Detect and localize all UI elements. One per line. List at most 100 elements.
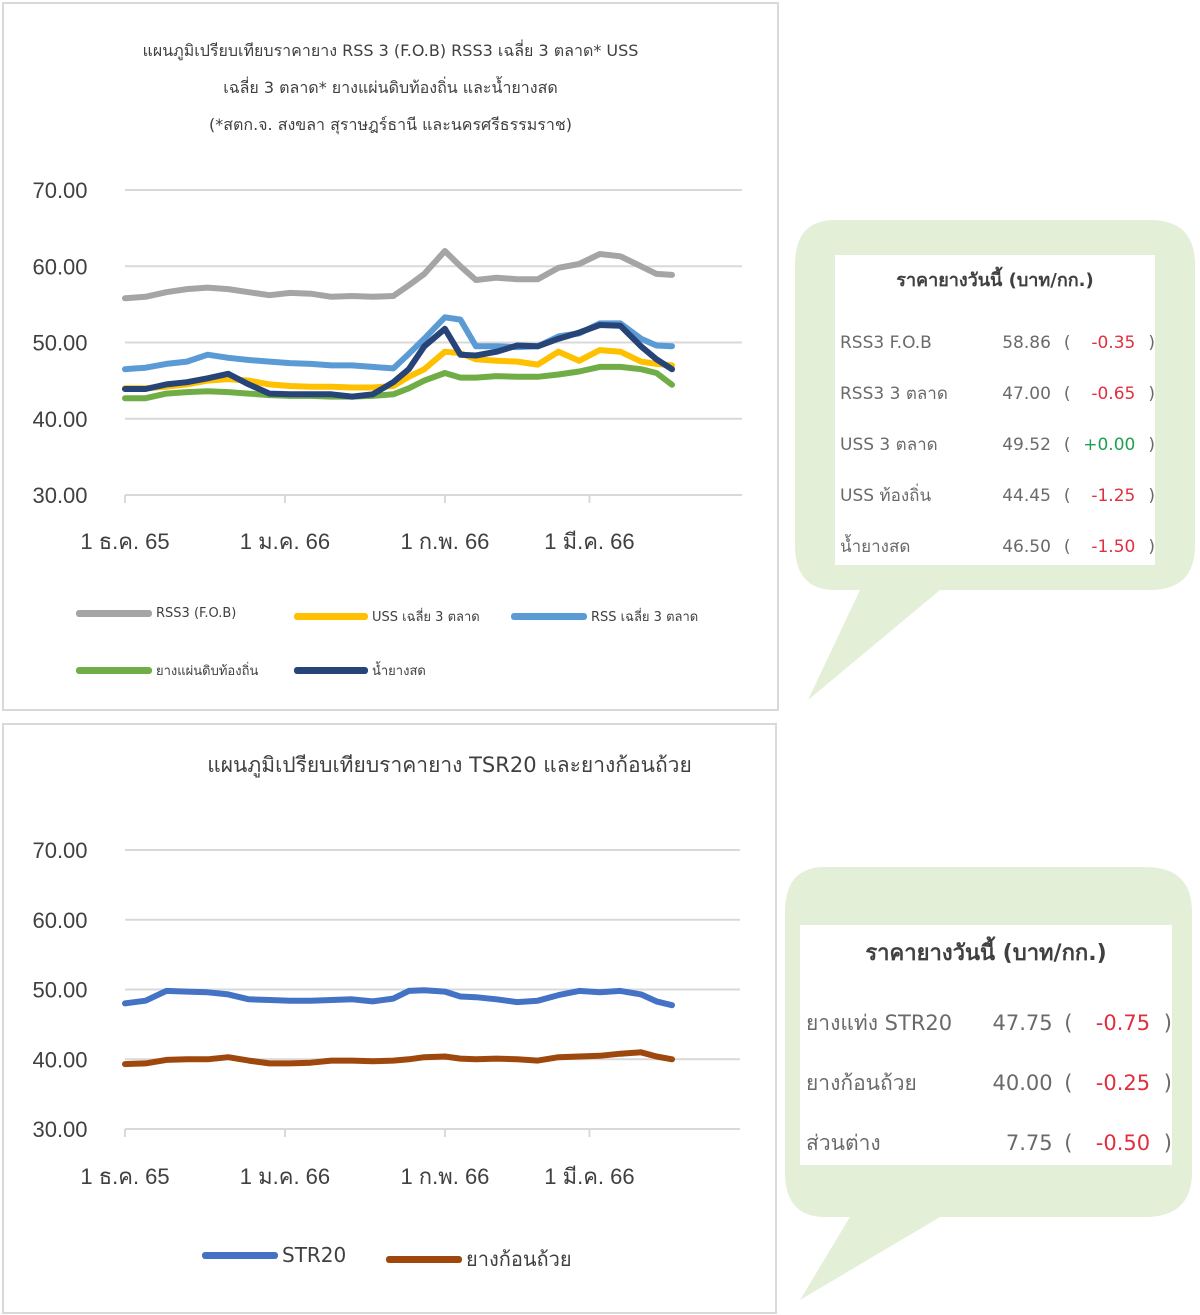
y-tick-label: 70.00 [32,178,87,203]
legend-label: STR20 [282,1243,347,1267]
paren-close: ) [1148,383,1155,404]
paren-close: ) [1148,536,1155,557]
legend-item: STR20 [202,1243,346,1267]
legend-swatch [294,667,368,674]
legend-swatch [202,1251,278,1259]
legend-label: ยางก้อนถ้วย [466,1247,572,1271]
legend-swatch [76,667,152,674]
price-change: -0.75 [1095,1011,1151,1035]
price-row: USS ท้องถิ่น 44.45 ( -1.25) [835,470,1155,521]
price-row: USS 3 ตลาด 49.52 ( +0.00) [835,419,1155,470]
price-label: USS 3 ตลาด [840,435,938,455]
price-change: -0.65 [1091,383,1136,404]
paren-open: ( [1063,485,1071,506]
legend-swatch [294,613,368,620]
price-value: 46.50 [1002,536,1051,557]
today-price-box: ราคายางวันนี้ (บาท/กก.) RSS3 F.O.B 58.86 (… [835,255,1155,565]
line-chart: 30.00 40.00 50.00 60.00 70.00 1 ธ.ค. 65 1 ม.ค.… [32,178,742,554]
legend-item: ยางแผ่นดิบท้องถิ่น [76,660,258,681]
today-price-box: ราคายางวันนี้ (บาท/กก.) ยางแท่ง STR20 47.… [800,925,1172,1165]
price-row: ยางแท่ง STR20 47.75 (-0.75) [800,993,1172,1053]
paren-close: ) [1163,1071,1172,1095]
price-value: 49.52 [1002,434,1051,455]
legend-swatch [386,1255,462,1263]
y-tick-label: 30.00 [32,483,87,508]
price-box-header: ราคายางวันนี้ (บาท/กก.) [865,941,1107,966]
legend-swatch [511,613,587,620]
paren-close: ) [1163,1011,1172,1035]
price-label: ส่วนต่าง [806,1130,881,1155]
legend-label: USS เฉลี่ย 3 ตลาด [372,610,480,625]
legend-item: USS เฉลี่ย 3 ตลาด [294,606,480,627]
y-tick-label: 60.00 [32,254,87,279]
chart-title: แผนภูมิเปรียบเทียบราคายาง TSR20 และยางก้… [164,749,735,782]
chart-panel-tsr20: แผนภูมิเปรียบเทียบราคายาง TSR20 และยางก้… [2,723,777,1314]
paren-open: ( [1063,536,1071,557]
price-value: 44.45 [1002,485,1051,506]
legend-label: ยางแผ่นดิบท้องถิ่น [156,664,259,679]
legend-item: RSS เฉลี่ย 3 ตลาด [511,606,698,627]
price-label: น้ำยางสด [840,537,911,557]
series-line-0 [122,248,675,302]
paren-close: ) [1148,332,1155,353]
price-value: 47.75 [992,1011,1053,1035]
y-tick-label: 40.00 [32,1047,87,1072]
legend-item: ยางก้อนถ้วย [386,1243,572,1275]
x-tick-label: 1 ก.พ. 66 [400,1164,489,1189]
legend-label: RSS3 (F.O.B) [156,606,237,621]
price-value: 40.00 [992,1071,1053,1095]
y-tick-label: 70.00 [32,838,87,863]
paren-close: ) [1148,434,1155,455]
paren-open: ( [1063,383,1071,404]
y-tick-label: 40.00 [32,407,87,432]
price-value: 47.00 [1002,383,1051,404]
price-change: -0.35 [1091,332,1136,353]
price-row: ยางก้อนถ้วย 40.00 (-0.25) [800,1053,1172,1113]
price-box-header: ราคายางวันนี้ (บาท/กก.) [896,270,1094,291]
price-label: RSS3 3 ตลาด [840,384,948,404]
price-change: -0.50 [1095,1131,1151,1155]
paren-open: ( [1064,1071,1073,1095]
chart-title-line: เฉลี่ย 3 ตลาด* ยางแผ่นดิบท้องถิ่น และน้ำ… [223,78,558,97]
paren-open: ( [1064,1131,1073,1155]
paren-open: ( [1063,434,1071,455]
legend-label: น้ำยางสด [372,664,426,679]
series-line-0 [122,987,675,1009]
x-tick-label: 1 ธ.ค. 65 [80,529,169,554]
series-line-1 [122,1049,675,1068]
series-line-4 [122,322,675,400]
y-tick-label: 50.00 [32,331,87,356]
paren-close: ) [1163,1131,1172,1155]
price-change: +0.00 [1083,434,1136,455]
y-tick-label: 50.00 [32,978,87,1003]
price-value: 7.75 [1005,1131,1053,1155]
x-tick-label: 1 มี.ค. 66 [544,529,634,554]
legend-label: RSS เฉลี่ย 3 ตลาด [591,610,699,625]
y-tick-label: 60.00 [32,908,87,933]
price-value: 58.86 [1002,332,1051,353]
chart-panel-rss: แผนภูมิเปรียบเทียบราคายาง RSS 3 (F.O.B) … [2,2,779,711]
y-tick-label: 30.00 [32,1117,87,1142]
line-chart: 30.00 40.00 50.00 60.00 70.00 1 ธ.ค. 65 1 ม.ค.… [32,838,740,1189]
paren-close: ) [1148,485,1155,506]
x-tick-label: 1 ม.ค. 66 [240,529,330,554]
price-label: USS ท้องถิ่น [840,486,932,506]
price-row: RSS3 F.O.B 58.86 (-0.35) [835,317,1155,368]
paren-open: ( [1063,332,1071,353]
chart-title-line: แผนภูมิเปรียบเทียบราคายาง TSR20 และยางก้… [207,753,692,777]
chart-title-line: (*สตก.จ. สงขลา สุราษฎร์ธานี และนครศรีธรร… [209,115,572,134]
chart-title: แผนภูมิเปรียบเทียบราคายาง RSS 3 (F.O.B) … [4,32,777,143]
price-change: -1.25 [1091,485,1136,506]
legend-item: น้ำยางสด [294,660,426,681]
price-change: -0.25 [1095,1071,1151,1095]
price-row: RSS3 3 ตลาด 47.00 ( -0.65) [835,368,1155,419]
chart-title-line: แผนภูมิเปรียบเทียบราคายาง RSS 3 (F.O.B) … [142,41,639,60]
x-tick-label: 1 มี.ค. 66 [544,1164,634,1189]
x-tick-label: 1 ม.ค. 66 [240,1164,330,1189]
x-tick-label: 1 ธ.ค. 65 [80,1164,169,1189]
price-row: น้ำยางสด 46.50 (-1.50) [835,521,1155,572]
legend-swatch [76,610,152,617]
series-line-1 [122,347,675,392]
x-tick-label: 1 ก.พ. 66 [400,529,489,554]
